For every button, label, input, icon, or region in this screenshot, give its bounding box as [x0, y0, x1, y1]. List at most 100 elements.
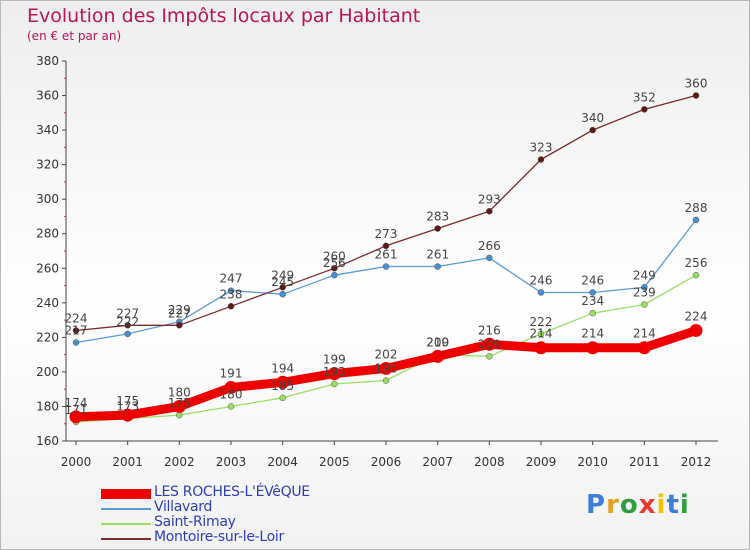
data-point	[227, 287, 235, 294]
data-label: 194	[271, 361, 294, 375]
data-point	[276, 375, 290, 389]
logo-letter: P	[586, 490, 607, 520]
y-tick-label: 200	[36, 365, 59, 379]
x-tick-label: 2005	[319, 455, 350, 469]
x-tick-label: 2000	[61, 455, 92, 469]
data-point	[692, 271, 700, 279]
logo-letter: t	[666, 490, 680, 520]
data-point	[331, 265, 338, 272]
y-tick-label: 340	[36, 123, 59, 137]
data-point	[589, 289, 596, 296]
data-point	[382, 263, 390, 270]
data-label: 224	[685, 309, 708, 323]
legend-swatch	[101, 489, 151, 499]
data-point	[537, 330, 545, 338]
data-point	[72, 327, 80, 334]
data-label: 210	[426, 336, 449, 350]
data-label: 175	[168, 396, 191, 410]
data-point	[692, 216, 700, 224]
data-label: 234	[581, 294, 604, 308]
data-label: 239	[633, 286, 656, 300]
data-point	[331, 380, 338, 388]
data-label: 214	[530, 327, 553, 341]
data-point	[431, 349, 445, 363]
data-point	[534, 341, 548, 355]
data-label: 283	[426, 210, 449, 224]
data-label: 293	[478, 192, 501, 206]
data-point	[486, 208, 493, 215]
data-label: 249	[271, 268, 294, 282]
data-point	[331, 271, 338, 279]
y-tick-label: 160	[36, 434, 59, 448]
data-label: 195	[375, 362, 398, 376]
legend-label: Montoire-sur-le-Loir	[154, 529, 284, 545]
data-point	[382, 377, 390, 384]
data-point	[641, 284, 648, 291]
data-point	[227, 303, 235, 310]
data-point	[589, 309, 596, 317]
data-label: 173	[116, 400, 139, 414]
data-label: 229	[168, 303, 191, 317]
data-label: 245	[271, 275, 294, 289]
legend-swatch	[101, 523, 151, 525]
legend: LES ROCHES-L'ÉVêQUE Villavard Saint-Rima…	[101, 484, 341, 546]
logo-letter: i	[679, 490, 690, 520]
data-point	[379, 361, 393, 375]
data-point	[641, 106, 648, 113]
data-point	[176, 322, 183, 329]
legend-item-montoire: Montoire-sur-le-Loir	[101, 529, 341, 546]
x-tick-label: 2006	[371, 455, 402, 469]
y-tick-label: 260	[36, 261, 59, 275]
chart-subtitle: (en € et par an)	[27, 29, 122, 43]
data-point	[482, 337, 496, 351]
x-tick-label: 2007	[422, 455, 453, 469]
data-point	[124, 322, 131, 329]
data-point	[176, 411, 183, 419]
data-point	[382, 242, 390, 250]
data-point	[227, 403, 235, 410]
data-point	[69, 410, 83, 424]
logo-letter: o	[619, 490, 639, 520]
data-label: 171	[65, 403, 88, 417]
proxiti-logo: Proxiti	[586, 490, 690, 520]
y-tick-label: 320	[36, 158, 59, 172]
x-tick-label: 2009	[526, 455, 557, 469]
data-point	[537, 289, 545, 296]
logo-letter: i	[656, 490, 667, 520]
y-tick-label: 300	[36, 192, 59, 206]
data-label: 256	[323, 256, 346, 270]
data-label: 199	[323, 353, 346, 367]
y-tick-label: 240	[36, 296, 59, 310]
data-point	[486, 353, 493, 360]
data-label: 217	[65, 324, 88, 338]
x-tick-label: 2002	[164, 455, 195, 469]
data-label: 266	[478, 239, 501, 253]
data-label: 238	[220, 287, 243, 301]
data-label: 174	[65, 396, 88, 410]
legend-label: LES ROCHES-L'ÉVêQUE	[154, 484, 310, 500]
logo-letter: x	[638, 490, 657, 520]
data-point	[72, 339, 80, 346]
data-point	[279, 394, 286, 402]
data-label: 323	[530, 140, 553, 154]
data-point	[434, 263, 441, 270]
data-label: 273	[375, 227, 398, 241]
data-label: 175	[116, 394, 139, 408]
x-tick-label: 2010	[577, 455, 608, 469]
data-point	[586, 341, 600, 355]
data-point	[327, 367, 341, 381]
chart-title: Evolution des Impôts locaux par Habitant	[27, 5, 421, 27]
x-tick-label: 2001	[112, 455, 143, 469]
legend-label: Villavard	[154, 499, 213, 515]
data-point	[172, 399, 186, 413]
data-label: 222	[530, 315, 553, 329]
data-label: 247	[220, 272, 243, 286]
data-point	[692, 92, 700, 99]
data-label: 202	[375, 347, 398, 361]
x-tick-label: 2008	[474, 455, 505, 469]
data-label: 180	[168, 385, 191, 399]
data-label: 288	[685, 201, 708, 215]
y-tick-label: 180	[36, 399, 59, 413]
